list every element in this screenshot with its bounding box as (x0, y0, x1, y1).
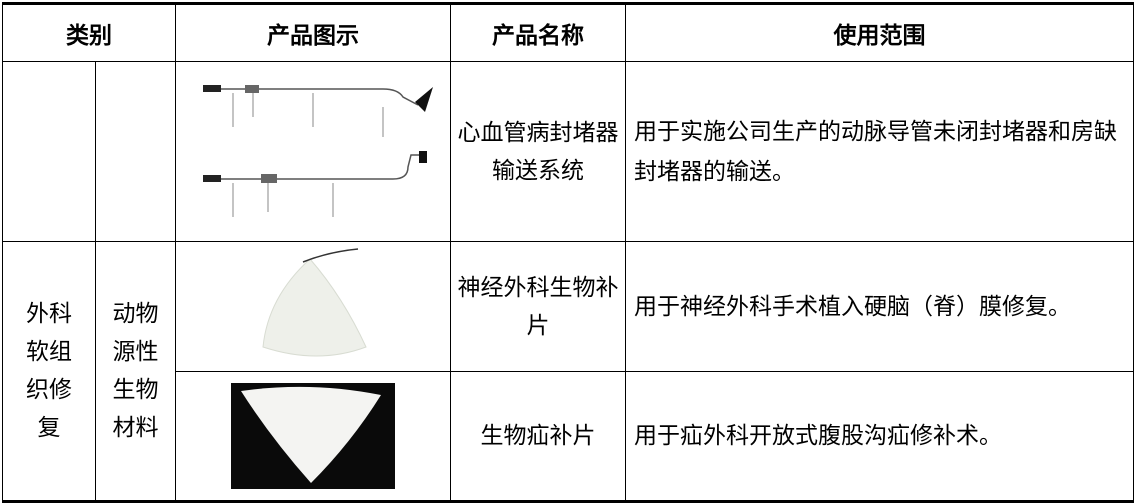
image-cell (175, 371, 451, 502)
row: 外科软组织修复 动物源性生物材料 神经外科生物补片 用于神经外科手术植入硬脑（脊… (2, 241, 1134, 502)
category-text: 外科软组织修复 (26, 301, 72, 441)
hernia-patch-image (231, 383, 395, 489)
usage-scope: 用于疝外科开放式腹股沟疝修补术。 (625, 371, 1134, 502)
image-cell (175, 241, 451, 372)
header-cell: 产品名称 (450, 3, 626, 62)
category-cell: 外科软组织修复 (2, 241, 96, 502)
product-name: 心血管病封堵器输送系统 (450, 61, 626, 242)
product-name: 生物疝补片 (450, 371, 626, 502)
header-cell: 类别 (2, 3, 176, 62)
header-row: 类别 产品图示 产品名称 使用范围 (2, 3, 1134, 62)
subcategory-text: 动物源性生物材料 (112, 301, 159, 441)
header-cell: 使用范围 (625, 3, 1134, 62)
row: 生物疝补片 用于疝外科开放式腹股沟疝修补术。 (3, 371, 1134, 502)
empty-cell (95, 61, 176, 242)
usage-scope: 用于神经外科手术植入硬脑（脊）膜修复。 (625, 241, 1134, 372)
catheter-image (203, 84, 433, 217)
usage-scope: 用于实施公司生产的动脉导管未闭封堵器和房缺封堵器的输送。 (625, 61, 1134, 242)
header-cell: 产品图示 (175, 3, 451, 62)
product-name: 神经外科生物补片 (450, 241, 626, 372)
row: 心血管病封堵器输送系统 用于实施公司生产的动脉导管未闭封堵器和房缺封堵器的输送。 (2, 61, 1134, 242)
image-cell (175, 61, 451, 242)
subcategory-cell: 动物源性生物材料 (95, 241, 176, 502)
patch-image (262, 247, 367, 356)
empty-cell (2, 61, 96, 242)
